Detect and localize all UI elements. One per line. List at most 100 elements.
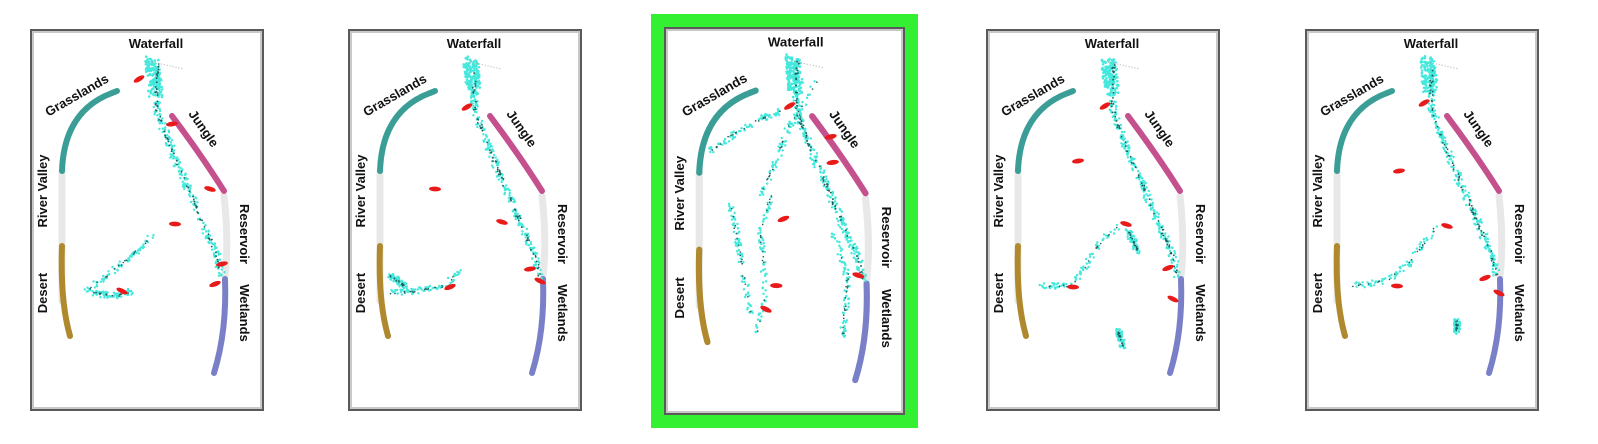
label-wetlands: Wetlands: [1193, 284, 1208, 342]
side-trail-2: [1124, 228, 1141, 255]
wetlands-track: [529, 276, 547, 376]
event-marker-2: [826, 159, 839, 165]
event-marker-6: [116, 287, 128, 295]
side-trail-2: [83, 234, 155, 293]
side-trail-core-1: [389, 276, 454, 295]
desert-track: [695, 246, 711, 346]
desert-track: [376, 243, 391, 339]
map-panel-2[interactable]: Waterfall Grasslands Jungle River Valley Res…: [348, 29, 582, 411]
label-reservoir: Reservoir: [879, 207, 894, 268]
side-trail-1: [1038, 223, 1120, 290]
grasslands-track: [1334, 90, 1390, 174]
grasslands-track: [59, 90, 115, 174]
label-waterfall: Waterfall: [1085, 36, 1139, 51]
label-wetlands: Wetlands: [237, 284, 252, 342]
grasslands-arrow: [427, 88, 438, 96]
event-marker-1: [1418, 99, 1430, 107]
label-waterfall: Waterfall: [768, 34, 824, 49]
label-wetlands: Wetlands: [1512, 284, 1527, 342]
label-wetlands: Wetlands: [555, 284, 570, 342]
side-trail-1: [1354, 225, 1438, 289]
event-marker-3: [204, 186, 216, 192]
waterfall-cluster: [1100, 57, 1120, 97]
waterfall-edge: [1426, 61, 1460, 70]
map-panel-1[interactable]: Waterfall Grasslands Jungle River Valley Res…: [30, 29, 264, 411]
label-river-valley: River Valley: [35, 154, 50, 228]
event-marker-5: [770, 283, 783, 289]
event-marker-3: [496, 219, 508, 225]
main-trail: [469, 60, 544, 280]
side-trail-core-1: [93, 291, 129, 297]
label-waterfall: Waterfall: [1404, 36, 1458, 51]
label-desert: Desert: [1310, 272, 1325, 313]
side-trail-core-1: [1048, 226, 1118, 288]
event-marker-7: [216, 261, 228, 267]
event-marker-5: [429, 186, 441, 192]
side-trail-core-2: [89, 240, 148, 290]
side-trail-core-3: [1117, 331, 1124, 347]
side-trail-core-2: [389, 275, 405, 287]
desert-track: [1014, 243, 1029, 339]
event-marker-4: [209, 280, 221, 288]
event-marker-1: [133, 75, 145, 83]
main-trail-core: [794, 60, 864, 280]
wetlands-track: [1486, 276, 1504, 376]
label-waterfall: Waterfall: [129, 36, 183, 51]
grasslands-track: [377, 90, 433, 174]
event-marker-2: [1393, 168, 1405, 174]
event-marker-5: [169, 221, 181, 227]
main-trail-core: [471, 72, 541, 277]
label-reservoir: Reservoir: [237, 204, 252, 264]
event-marker-3: [852, 272, 865, 279]
map-panel-3[interactable]: Waterfall Grasslands Jungle River Valley Res…: [651, 14, 918, 428]
main-trail-core: [154, 63, 220, 269]
side-trail-1: [91, 287, 134, 300]
label-reservoir: Reservoir: [555, 204, 570, 264]
grasslands-arrow: [109, 88, 120, 96]
label-desert: Desert: [991, 272, 1006, 313]
event-marker-1: [1099, 102, 1111, 110]
grasslands-arrow: [1065, 88, 1076, 96]
label-reservoir: Reservoir: [1512, 204, 1527, 264]
map-frame: Waterfall Grasslands Jungle River Valley Res…: [664, 27, 905, 415]
jungle-track: [1125, 113, 1183, 194]
waterfall-edge: [1107, 61, 1141, 70]
side-trail-core-4: [730, 207, 752, 313]
event-marker-1: [784, 102, 796, 110]
label-reservoir: Reservoir: [1193, 204, 1208, 264]
reservoir-track: [538, 192, 549, 280]
map-panel-5[interactable]: Waterfall Grasslands Jungle River Valley Res…: [1305, 29, 1539, 411]
label-desert: Desert: [35, 272, 50, 313]
desert-track: [1333, 243, 1348, 339]
event-marker-4: [444, 283, 456, 291]
grasslands-arrow: [747, 87, 759, 96]
side-trail-core-2: [711, 110, 781, 151]
label-river-valley: River Valley: [991, 154, 1006, 228]
map-panel-4[interactable]: Waterfall Grasslands Jungle River Valley Res…: [986, 29, 1220, 411]
event-marker-7: [824, 134, 837, 140]
reservoir-track: [1176, 192, 1187, 280]
event-marker-6: [1167, 295, 1179, 303]
side-trail-3: [1115, 327, 1127, 350]
wetlands-track: [852, 280, 870, 384]
jungle-track: [809, 113, 869, 197]
main-trail: [1426, 59, 1501, 277]
event-marker-1: [461, 103, 473, 111]
wetlands-track: [211, 276, 229, 376]
side-trail-3: [754, 196, 773, 334]
label-wetlands: Wetlands: [879, 289, 894, 348]
event-marker-5: [1067, 284, 1079, 290]
desert-track: [58, 243, 73, 339]
event-marker-6: [760, 305, 772, 313]
event-marker-3: [1441, 223, 1453, 229]
label-desert: Desert: [672, 277, 687, 319]
wetlands-track: [1167, 276, 1185, 376]
event-marker-4: [1479, 274, 1491, 282]
label-river-valley: River Valley: [672, 155, 687, 230]
